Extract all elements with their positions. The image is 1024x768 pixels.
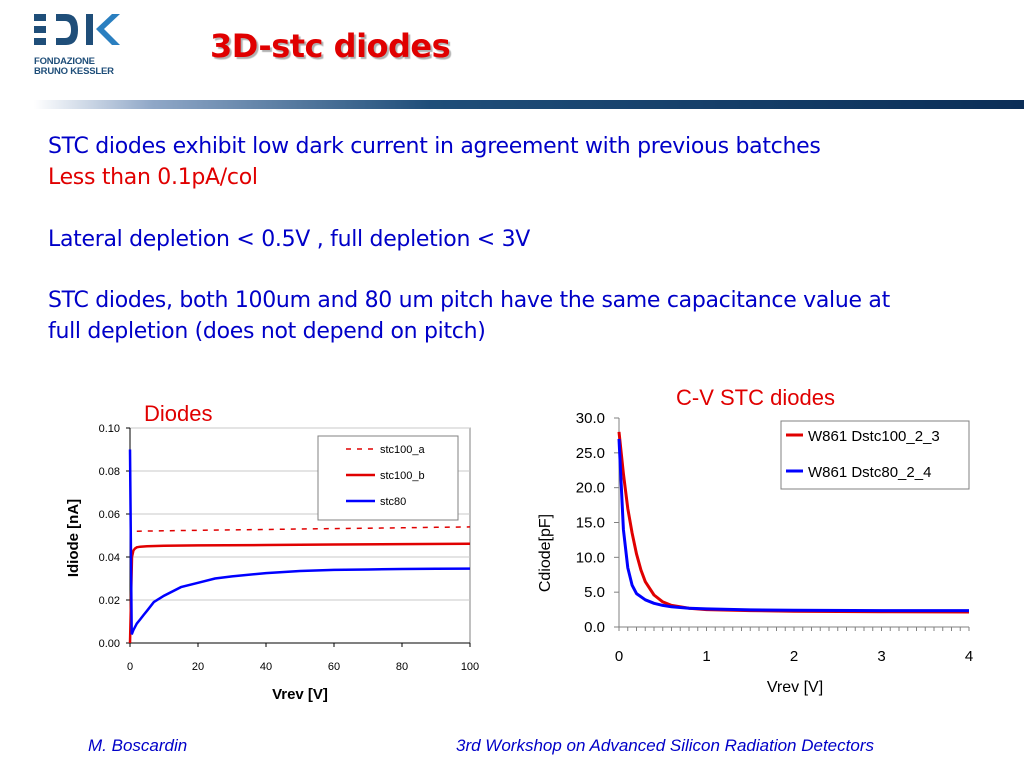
x-tick-label: 80: [396, 661, 408, 673]
body-line-4: STC diodes, both 100um and 80 um pitch h…: [48, 288, 890, 313]
y-axis-label: Idiode [nA]: [65, 499, 82, 577]
y-tick-label: 0.00: [99, 638, 120, 650]
chart-1-title: Diodes: [144, 401, 213, 426]
x-tick-label: 0: [127, 661, 133, 673]
body-line-1: STC diodes exhibit low dark current in a…: [48, 134, 821, 159]
body-line-2: Less than 0.1pA/col: [48, 165, 258, 190]
y-tick-label: 0.08: [99, 466, 120, 478]
x-tick-label: 20: [192, 661, 204, 673]
title-rule: [34, 100, 1024, 109]
logo-line-1: FONDAZIONE: [34, 56, 95, 67]
fbk-logo: [34, 14, 120, 45]
series-line-stc80: [128, 449, 471, 635]
series-line-stc100_a: [136, 526, 471, 532]
body-line-3: Lateral depletion < 0.5V , full depletio…: [48, 227, 531, 252]
y-tick-label: 0.10: [99, 423, 120, 435]
body-line-5: full depletion (does not depend on pitch…: [48, 319, 486, 344]
x-axis-label: Vrev [V]: [272, 686, 328, 703]
chart-2-title: C-V STC diodes: [676, 385, 835, 410]
logo-text: FONDAZIONE BRUNO KESSLER: [34, 57, 114, 77]
y-tick-label: 0.04: [99, 552, 120, 564]
slide-title: 3D-stc diodes: [210, 27, 451, 65]
x-tick-label: 100: [461, 661, 479, 673]
x-tick-label: 60: [328, 661, 340, 673]
legend-label: stc100_a: [380, 444, 426, 456]
footer-author: M. Boscardin: [88, 736, 188, 755]
y-tick-label: 0.06: [99, 509, 120, 521]
legend-label: stc80: [380, 496, 406, 508]
series-line-stc100_b: [128, 542, 471, 644]
legend-box: [317, 435, 459, 521]
y-tick-label: 0.02: [99, 595, 120, 607]
legend-label: stc100_b: [380, 470, 425, 482]
x-tick-label: 40: [260, 661, 272, 673]
logo-line-2: BRUNO KESSLER: [34, 66, 114, 77]
footer-event: 3rd Workshop on Advanced Silicon Radiati…: [456, 736, 874, 755]
